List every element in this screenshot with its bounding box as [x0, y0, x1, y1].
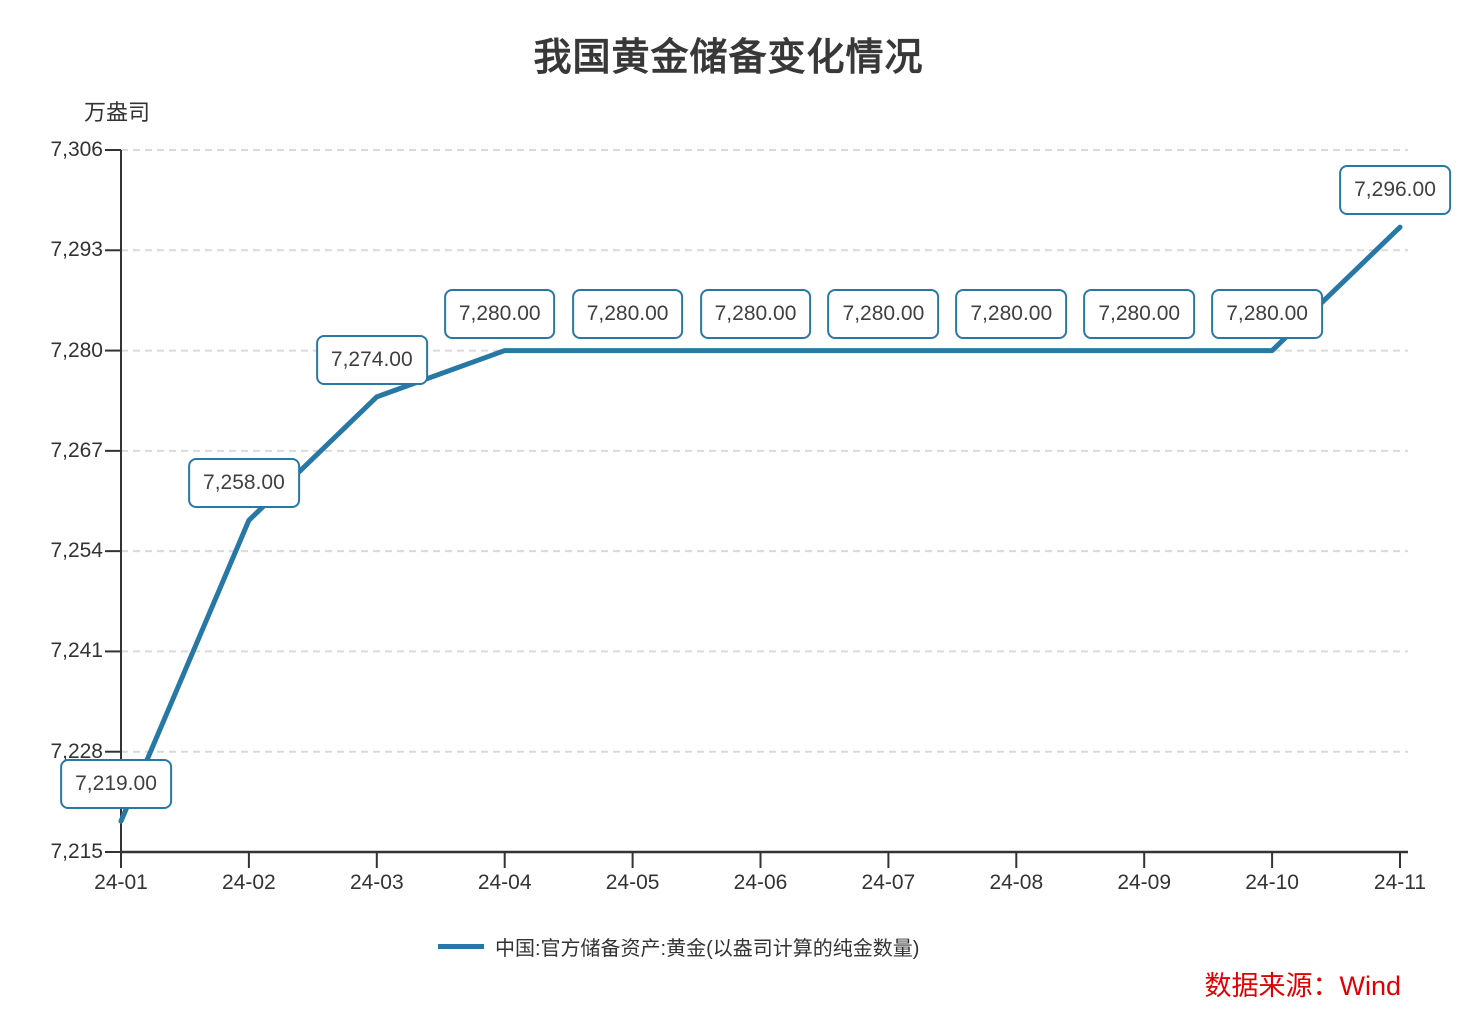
data-source-label: 数据来源：Wind [1204, 971, 1401, 1001]
legend-line-swatch [438, 944, 484, 949]
x-axis-tick-label: 24-11 [1373, 871, 1427, 894]
data-label: 7,280.00 [1083, 288, 1196, 339]
x-axis-tick-label: 24-04 [477, 871, 532, 894]
y-axis-tick-label: 7,215 [50, 840, 103, 863]
series-line [118, 224, 1403, 824]
chart-title: 我国黄金储备变化情况 [533, 37, 924, 79]
y-axis-tick-label: 7,254 [50, 539, 103, 563]
data-label: 7,258.00 [188, 458, 300, 509]
y-axis-tick-label: 7,267 [50, 438, 103, 462]
data-label: 7,280.00 [443, 288, 556, 339]
y-axis-tick-label: 7,228 [50, 739, 103, 763]
legend: 中国:官方储备资产:黄金(以盎司计算的纯金数量) [438, 932, 919, 961]
data-label: 7,296.00 [1339, 165, 1451, 216]
x-axis-tick-label: 24-06 [733, 871, 788, 894]
y-axis-tick-label: 7,306 [50, 138, 103, 161]
x-axis-tick-label: 24-03 [349, 871, 404, 894]
x-axis-tick-label: 24-07 [861, 871, 916, 894]
x-axis-tick-label: 24-10 [1245, 871, 1299, 894]
x-axis-tick-label: 24-08 [989, 871, 1044, 894]
y-axis-tick-label: 7,293 [50, 238, 103, 262]
data-label: 7,274.00 [315, 334, 428, 385]
x-axis-tick-label: 24-09 [1117, 871, 1172, 894]
x-axis-tick-label: 24-02 [222, 871, 276, 894]
x-axis-tick-label: 24-05 [605, 871, 660, 894]
data-label: 7,280.00 [699, 288, 812, 339]
data-label: 7,280.00 [955, 288, 1068, 339]
data-label: 7,280.00 [827, 288, 940, 339]
data-label: 7,280.00 [571, 288, 684, 339]
data-label: 7,219.00 [60, 759, 172, 810]
y-axis-tick-label: 7,280 [50, 338, 103, 362]
y-axis-tick-label: 7,241 [50, 639, 103, 663]
data-label: 7,280.00 [1211, 288, 1323, 339]
legend-label: 中国:官方储备资产:黄金(以盎司计算的纯金数量) [495, 938, 920, 960]
y-axis-unit-label: 万盎司 [84, 100, 151, 125]
x-axis-tick-label: 24-01 [94, 871, 148, 894]
